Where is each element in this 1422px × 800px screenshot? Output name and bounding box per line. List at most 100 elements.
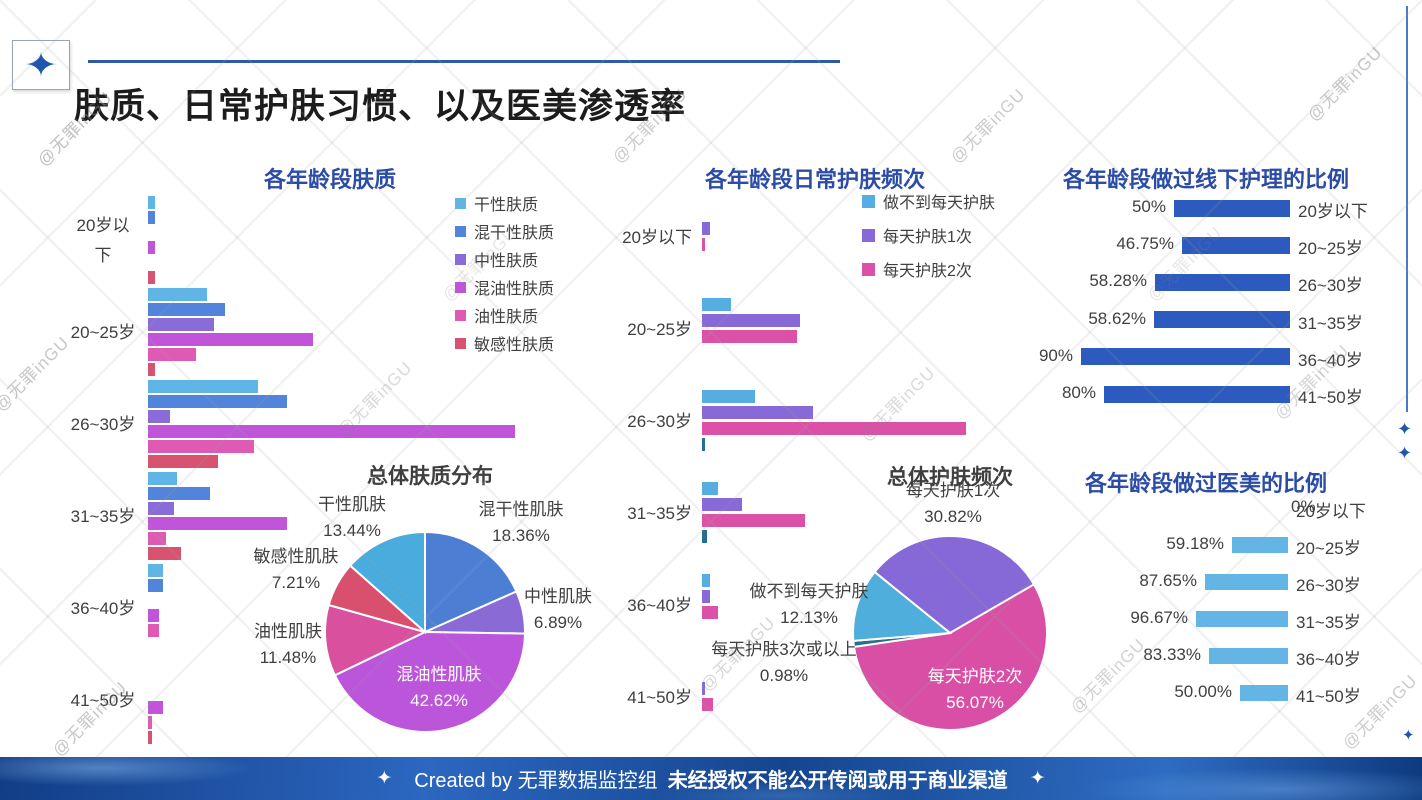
category-label: 26~30岁 [627, 412, 692, 431]
legend-item: 混油性肤质 [455, 275, 554, 299]
bar [148, 348, 196, 361]
pie-chart [324, 530, 527, 733]
pie-label-value: 0.98% [759, 666, 809, 685]
bar [1240, 685, 1288, 701]
footer-notice: 未经授权不能公开传阅或用于商业渠道 [667, 770, 1008, 792]
sparkle-icon: ✦ [1397, 419, 1413, 439]
legend-item: 干性肤质 [455, 191, 538, 215]
bar [1182, 236, 1290, 254]
legend-chip [862, 228, 875, 242]
bar [702, 482, 718, 495]
legend-label: 中性肤质 [474, 253, 539, 270]
pie-slice [852, 583, 1048, 732]
category-label: 41~50岁 [70, 691, 136, 710]
value-label: 0% [1291, 497, 1316, 516]
pie-label: 每天护肤3次或以上 0.98% [699, 637, 869, 689]
bar [148, 288, 207, 301]
category-label: 26~30岁 [1298, 276, 1363, 296]
pie-slice [348, 530, 426, 635]
bar [148, 532, 166, 545]
legend-chip [455, 309, 466, 321]
value-label: 59.18% [1166, 534, 1224, 553]
bar [702, 438, 705, 451]
bar [702, 298, 731, 311]
chart-title-skincare-frequency: 各年龄段日常护肤频次 [704, 167, 925, 192]
pie-chart [852, 535, 1048, 732]
pie-label: 干性肌肤 13.44% [292, 492, 412, 544]
bar [1155, 273, 1290, 291]
bar [148, 502, 174, 515]
page-title: 肤质、日常护肤习惯、以及医美渗透率 [74, 87, 687, 126]
bar [148, 211, 155, 224]
category-label: 41~50岁 [1298, 388, 1363, 407]
pie-slice [324, 603, 428, 677]
bar [1081, 348, 1290, 366]
bar [148, 440, 254, 453]
footer-created-by: Created by 无罪数据监控组 [414, 770, 658, 792]
legend-item: 每天护肤1次 [862, 223, 972, 247]
bar [702, 330, 797, 343]
category-label: 20岁以下 [622, 228, 692, 247]
pie-label-value: 13.44% [323, 521, 381, 540]
bar [148, 579, 163, 592]
bar [148, 241, 155, 254]
pie-label: 油性肌肤 11.48% [223, 619, 353, 671]
pie-title-overall-skin-type: 总体肤质分布 [367, 465, 493, 488]
pie-label-name: 油性肌肤 [254, 622, 322, 641]
pie-slice [333, 630, 527, 733]
category-label: 20~25岁 [1298, 239, 1363, 259]
bar [148, 731, 152, 744]
pie-label-name: 中性肌肤 [524, 587, 592, 606]
pie-label-name: 干性肌肤 [318, 495, 386, 514]
chart-title-skin-type: 各年龄段肤质 [263, 167, 396, 192]
pie-label-name: 敏感性肌肤 [253, 547, 339, 566]
legend-item: 敏感性肤质 [455, 331, 554, 355]
pie-label-name: 混干性肌肤 [478, 500, 564, 519]
pie-label-value: 56.07% [946, 693, 1004, 712]
legend-item: 做不到每天护肤 [862, 189, 995, 213]
bar [148, 701, 163, 714]
legend-item: 每天护肤2次 [862, 257, 972, 281]
legend-label: 混干性肤质 [474, 225, 555, 242]
bar [702, 698, 713, 711]
bar [148, 517, 287, 530]
bar [148, 410, 170, 423]
sparkle-icon: ✦ [1402, 727, 1415, 744]
bar [702, 498, 742, 511]
sparkle-icon: ✦ [376, 768, 393, 789]
watermark-text: @无罪inGU [946, 84, 1029, 167]
category-label: 20~25岁 [70, 323, 136, 342]
legend-label: 油性肤质 [474, 309, 539, 326]
bar [148, 624, 159, 637]
legend-item: 混干性肤质 [455, 219, 554, 243]
pie-slice [424, 530, 518, 634]
bar [702, 682, 705, 695]
bar [148, 395, 287, 408]
legend-label: 做不到每天护肤 [883, 195, 996, 212]
bar [702, 314, 800, 327]
pie-label: 做不到每天护肤 12.13% [734, 579, 884, 631]
bar [702, 574, 710, 587]
bar [1174, 199, 1290, 217]
category-label: 41~50岁 [627, 688, 692, 707]
category-label: 20岁以下 [1298, 202, 1368, 221]
sparkle-icon: ✦ [23, 46, 59, 83]
bar [1232, 537, 1288, 553]
right-edge-line [1406, 6, 1408, 412]
value-label: 87.65% [1139, 571, 1197, 590]
legend-chip [455, 253, 466, 265]
category-label: 36~40岁 [1296, 650, 1361, 669]
bar [148, 609, 159, 622]
pie-label-value: 12.13% [780, 608, 838, 627]
category-label: 20岁以下 [1296, 502, 1366, 521]
pie-slice [873, 535, 1036, 635]
category-label: 31~35岁 [1296, 613, 1361, 632]
watermark-text: @无罪inGU [1143, 222, 1226, 305]
bar [1209, 648, 1288, 664]
value-label: 80% [1061, 383, 1096, 402]
value-label: 58.28% [1089, 271, 1147, 291]
bar [702, 606, 718, 619]
category-label: 41~50岁 [1296, 687, 1361, 706]
bar [148, 564, 163, 577]
bar [148, 716, 152, 729]
